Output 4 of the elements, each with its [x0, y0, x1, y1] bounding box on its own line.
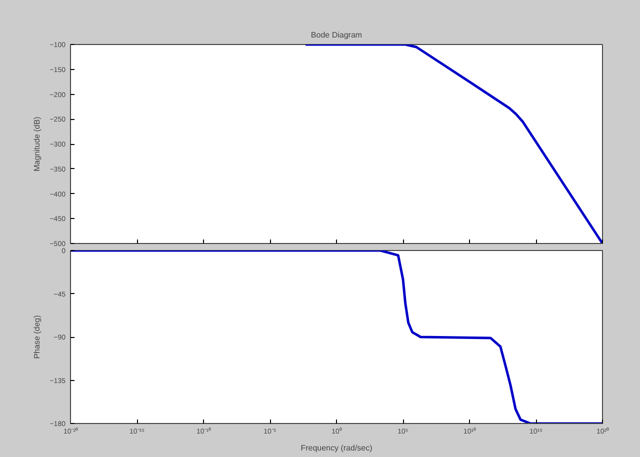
y-axis-title: Phase (deg): [32, 314, 42, 359]
chart-title: Bode Diagram: [310, 30, 362, 40]
x-axis-title: Frequency (rad/sec): [300, 444, 373, 452]
y-axis-title: Magnitude (dB): [32, 116, 42, 172]
